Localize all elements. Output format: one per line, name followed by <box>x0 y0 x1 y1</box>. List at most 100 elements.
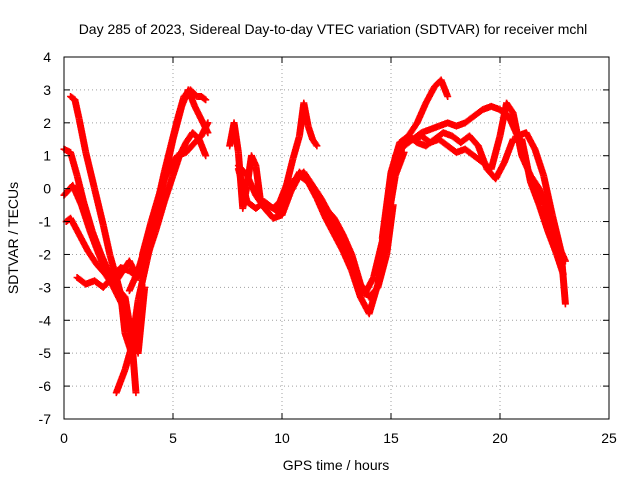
x-tick-label: 20 <box>492 430 508 446</box>
data-point-trail <box>436 136 450 149</box>
x-tick-label: 0 <box>60 430 68 446</box>
series-track-9 <box>226 99 321 212</box>
data-point-trail <box>134 259 151 303</box>
data-point-trail <box>252 163 264 201</box>
data-point-trail <box>167 117 181 148</box>
data-point-trail <box>183 140 198 155</box>
data-point-trail <box>76 117 89 155</box>
data-point-trail <box>67 216 83 237</box>
data-point-trail <box>161 173 177 204</box>
data-point-trail <box>553 239 569 264</box>
y-tick-label: -2 <box>39 246 52 262</box>
data-point <box>132 389 140 397</box>
data-point-trail <box>100 275 115 290</box>
data-point-trail <box>503 100 516 116</box>
data-point-trail <box>174 94 187 122</box>
data-point-trail <box>462 146 477 159</box>
data-point-trail <box>438 77 451 99</box>
data-point-trail <box>188 87 200 99</box>
data-point-trail <box>67 150 81 178</box>
data-point-trail <box>71 97 83 122</box>
data-point-trail <box>156 166 172 194</box>
data-point-trail <box>301 169 316 188</box>
series-track-8 <box>138 119 212 258</box>
data-point-trail <box>148 189 163 224</box>
data-point-trail <box>198 93 209 103</box>
data-point-trail <box>544 209 560 244</box>
data-point-trail <box>509 110 525 158</box>
data-point <box>313 142 321 150</box>
data-point-trail <box>128 298 142 349</box>
x-tick-label: 25 <box>601 430 617 446</box>
data-point-trail <box>531 147 547 178</box>
data-point-trail <box>471 153 485 165</box>
data-point-trail <box>523 130 538 152</box>
x-axis-label: GPS time / hours <box>283 457 390 473</box>
y-tick-label: -7 <box>39 411 52 427</box>
chart-title: Day 285 of 2023, Sidereal Day-to-day VTE… <box>79 21 588 37</box>
y-tick-label: 0 <box>43 181 51 197</box>
data-point <box>561 300 569 308</box>
y-tick-label: 3 <box>43 82 51 98</box>
x-tick-label: 10 <box>274 430 290 446</box>
data-point <box>444 92 452 100</box>
y-tick-label: 4 <box>43 49 51 65</box>
data-point-trail <box>366 282 381 316</box>
data-point-trail <box>488 133 504 171</box>
data-point-trail <box>322 216 338 237</box>
axis-ticks <box>63 56 610 420</box>
y-tick-label: -6 <box>39 378 52 394</box>
data-markers <box>60 76 569 397</box>
data-point-trail <box>309 183 324 201</box>
data-point-trail <box>309 137 320 149</box>
y-tick-label: -5 <box>39 345 52 361</box>
data-point-trail <box>283 176 298 198</box>
data-point-trail <box>518 153 534 178</box>
data-point-trail <box>262 199 276 211</box>
data-point-trail <box>318 196 333 218</box>
data-point-trail <box>94 261 108 277</box>
data-point-trail <box>235 166 251 204</box>
y-axis-label: SDTVAR / TECUs <box>5 182 21 294</box>
data-point-trail <box>392 143 407 159</box>
data-point-trail <box>462 113 477 126</box>
x-tick-label: 5 <box>169 430 177 446</box>
data-point-trail <box>471 107 485 119</box>
data-point-trail <box>501 137 517 165</box>
data-point-trail <box>536 186 551 214</box>
data-point-trail <box>401 136 416 149</box>
data-point-trail <box>540 173 556 217</box>
data-point-trail <box>527 173 542 191</box>
data-point-trail <box>91 186 107 227</box>
data-point-trail <box>314 196 329 221</box>
data-point-trail <box>274 193 290 214</box>
data-point-trail <box>82 150 98 191</box>
data-point-trail <box>85 248 100 267</box>
data-point-trail <box>492 160 508 181</box>
data-point-trail <box>68 93 78 103</box>
y-tick-label: -3 <box>39 279 52 295</box>
data-point-trail <box>113 367 128 395</box>
data-point-trail <box>69 183 85 208</box>
data-point <box>204 119 212 127</box>
y-tick-label: 1 <box>43 148 51 164</box>
data-point-trail <box>423 84 438 106</box>
y-tick-label: 2 <box>43 115 51 131</box>
data-point-trail <box>414 100 429 125</box>
data-point-trail <box>378 170 395 240</box>
data-point-trail <box>78 203 94 234</box>
data-point-trail <box>121 344 135 372</box>
data-point-trail <box>370 239 386 280</box>
data-point-trail <box>362 275 377 297</box>
data-point-trail <box>496 101 510 138</box>
data-point-trail <box>166 153 180 172</box>
data-point-trail <box>340 232 355 257</box>
x-tick-label: 15 <box>383 430 399 446</box>
data-point-trail <box>76 232 91 254</box>
tick-labels: 0 5 10 15 20 25 -7 -6 -5 -4 -3 -2 -1 0 1 2 3 4 <box>39 49 617 446</box>
data-point-trail <box>87 229 102 257</box>
data-point-trail <box>139 219 155 257</box>
data-point-trail <box>327 212 342 237</box>
data-point-trail <box>545 229 560 257</box>
